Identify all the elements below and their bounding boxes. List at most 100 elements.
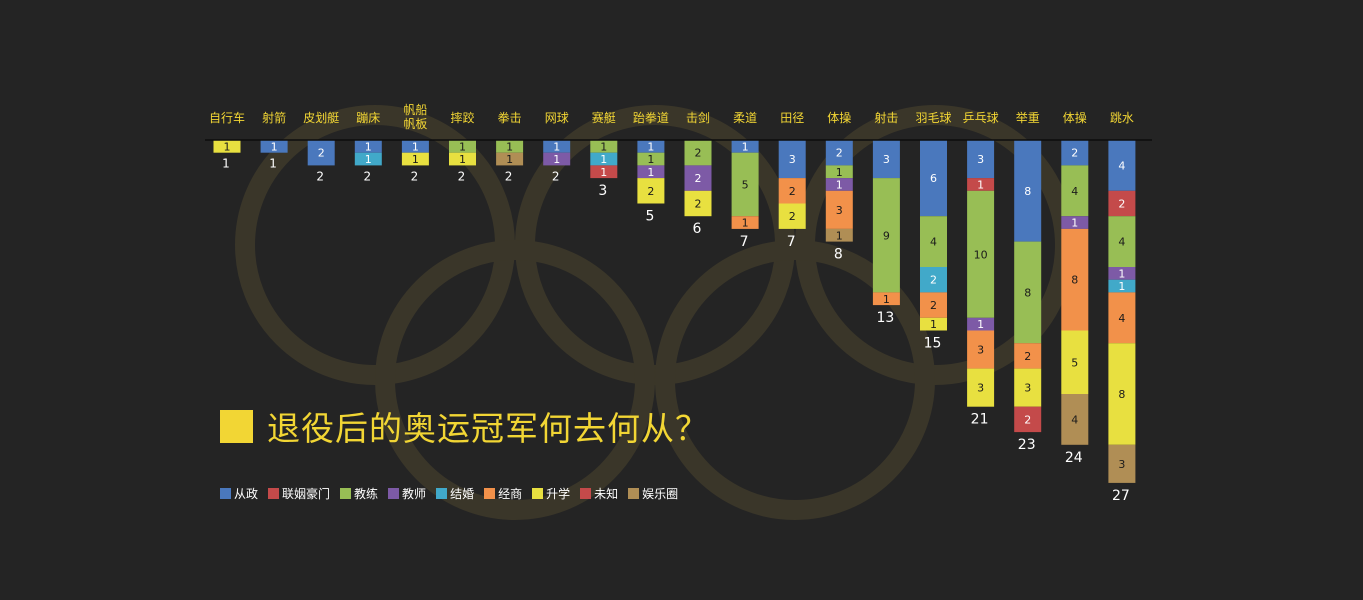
category-label: 体操 [827,110,851,125]
bar-segment [307,140,335,166]
segment-value-label: 3 [883,153,890,166]
category-labels: 自行车 射箭 皮划艇 蹦床 帆船帆板 摔跤 拳击 网球 赛艇 跆拳道 击剑 柔道 田径 体操 射击 羽毛球 乒乓… [209,102,1134,131]
bar-segment [967,140,995,179]
bar-total-label: 7 [787,234,796,250]
bar-segment [401,140,429,153]
bar-total-label: 27 [1112,488,1130,504]
category-label: 自行车 [209,110,245,125]
bar-segment [590,165,618,179]
olympic-ring-4 [375,240,655,520]
bar-segment [1061,165,1089,217]
segment-value-label: 2 [1024,413,1031,426]
chart-title-text: 退役后的奥运冠军何去何从？ [267,409,709,448]
legend-label: 教练 [354,487,379,501]
segment-value-label: 1 [1071,217,1078,230]
legend-label: 经商 [498,487,523,501]
category-label: 赛艇 [592,110,616,125]
segment-value-label: 3 [836,204,843,217]
segment-value-label: 2 [318,147,325,160]
bar-segment [449,152,476,166]
legend-item: 教师 [388,485,426,502]
bar-segment [778,140,806,179]
bar-total-label: 2 [363,169,371,183]
segment-value-label: 2 [930,299,937,312]
segment-value-label: 3 [977,382,984,395]
segment-value-label: 4 [1071,185,1078,198]
bar-segment [1061,216,1089,229]
bar-segment [354,140,382,153]
bar-segment [967,330,995,369]
segment-value-label: 1 [224,140,231,153]
segment-value-label: 1 [553,153,560,166]
bar-segment [637,165,665,179]
segment-value-label: 4 [1071,413,1078,426]
legend-swatch [484,488,496,499]
segment-value-label: 1 [742,217,749,230]
title-marker-square [220,409,253,443]
legend: 从政 联姻豪门 教练 教师 结婚 经商 升学 未知 娱乐圈 [220,485,688,502]
bar-segment [543,152,571,166]
segment-value-label: 1 [506,140,513,153]
bar-segment [1014,241,1042,344]
category-label: 拳击 [498,110,522,125]
segment-value-label: 1 [1118,267,1125,280]
bar-segment [778,203,806,229]
bar-segment [684,190,712,217]
segment-value-label: 4 [1118,236,1125,249]
segment-value-label: 1 [930,318,937,331]
bar-segment [1108,279,1136,293]
segment-value-label: 2 [647,185,654,198]
segment-value-label: 1 [412,153,419,166]
category-label: 柔道 [733,111,757,125]
bar-segment [1108,216,1136,267]
bar-total-label: 2 [505,169,513,183]
bar-segment [1108,292,1136,344]
bar-total-label: 23 [1018,437,1036,453]
segment-value-label: 8 [1024,286,1031,299]
bar-total-label: 2 [552,169,560,183]
segment-value-label: 3 [1118,458,1125,471]
segment-value-label: 3 [1024,382,1031,395]
segment-value-label: 1 [412,140,419,153]
bar-segment [920,317,947,331]
bar-segment [590,152,618,166]
bar-segment [260,140,288,153]
segment-value-label: 3 [977,153,984,166]
segment-value-label: 1 [1118,280,1125,293]
legend-label: 联姻豪门 [282,487,331,501]
bar-segment [872,140,900,179]
legend-item: 娱乐圈 [628,485,678,502]
bar-segment [1014,406,1042,433]
category-label: 体操 [1063,110,1087,125]
bar-segment [1014,368,1042,407]
bar-segment [496,152,524,166]
bar-segment [496,140,524,153]
category-label: 击剑 [686,110,710,125]
segment-value-label: 2 [930,274,937,287]
bar-segment [967,368,995,407]
category-label: 蹦床 [356,111,380,125]
segment-value-label: 1 [506,153,513,166]
stacked-bars: 1 1 2 1111111111111111222215132221131391642… [213,140,1136,483]
segment-value-label: 4 [1118,159,1125,172]
segment-value-label: 3 [789,153,796,166]
bar-segment [872,292,900,306]
segment-value-label: 1 [271,140,278,153]
segment-value-label: 1 [600,153,607,166]
bar-total-label: 15 [924,336,942,352]
bar-segment [637,140,665,153]
bar-segment [1061,228,1089,331]
segment-value-label: 5 [1071,356,1078,369]
bar-segment [1061,140,1089,166]
bar-total-label: 24 [1065,450,1083,466]
segment-value-label: 3 [977,344,984,357]
bar-total-label: 2 [411,169,419,183]
bar-segment [1108,267,1136,280]
bar-segment [920,140,947,217]
segment-value-label: 1 [883,293,890,306]
bar-total-label: 13 [876,310,894,326]
segment-value-label: 1 [600,140,607,153]
chart-title: 退役后的奥运冠军何去何从？ [220,402,709,450]
category-label: 网球 [545,111,569,125]
segment-value-label: 2 [789,185,796,198]
